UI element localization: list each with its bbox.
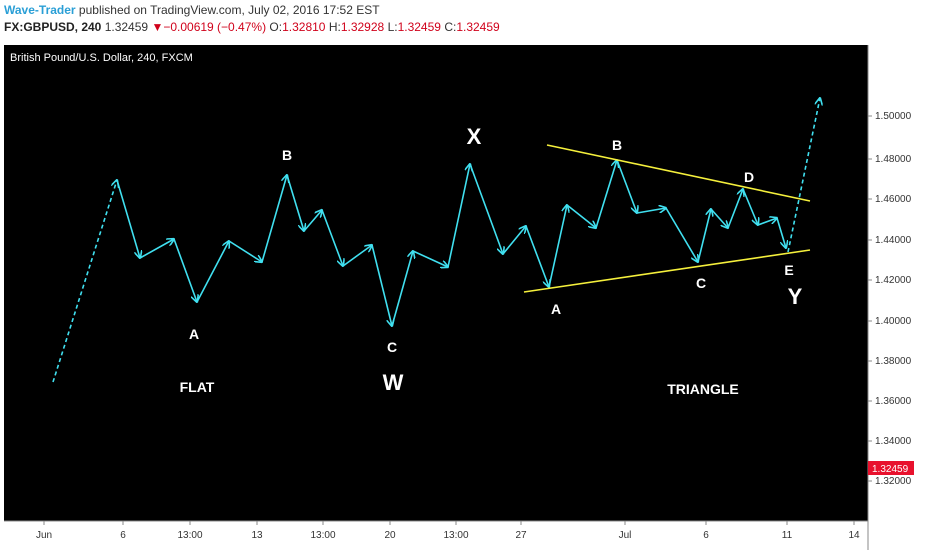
open-value: 1.32810 xyxy=(282,20,326,34)
x-tick-label: 14 xyxy=(848,530,860,541)
wave-segment xyxy=(548,205,567,288)
wave-label-c-triangle: C xyxy=(696,275,706,291)
wave-segment xyxy=(697,209,711,263)
wave-segment xyxy=(776,217,786,248)
current-price-tag xyxy=(868,461,914,475)
wave-segment xyxy=(196,241,229,303)
wave-segment xyxy=(391,251,413,327)
plot-background xyxy=(4,45,868,521)
triangle-lower-trendline xyxy=(523,249,811,293)
wave-path xyxy=(116,159,786,327)
high-value: 1.32928 xyxy=(340,20,385,34)
wave-label-d-triangle: D xyxy=(744,169,754,185)
x-axis-ticks: Jun 6 13:00 13 13:00 20 13:00 27 Jul 6 11 14 xyxy=(36,521,860,541)
wave-segment xyxy=(116,179,140,258)
wave-label-y: Y xyxy=(788,284,803,309)
wave-segment xyxy=(469,163,503,254)
wave-segment xyxy=(710,208,728,228)
wave-segment xyxy=(616,159,637,213)
wave-label-b-triangle: B xyxy=(612,137,622,153)
high-label: H: xyxy=(328,20,341,34)
wave-label-a-flat: A xyxy=(189,326,199,342)
wave-label-b-flat: B xyxy=(282,147,292,163)
wave-segment xyxy=(342,245,372,267)
x-tick-label: 20 xyxy=(384,530,396,541)
low-label: L: xyxy=(387,20,398,34)
chart-area[interactable]: British Pound/U.S. Dollar, 240, FXCM 1.5… xyxy=(0,40,932,550)
low-value: 1.32459 xyxy=(397,20,441,34)
wave-segment xyxy=(228,240,262,262)
wave-segment xyxy=(727,189,743,229)
x-tick-label: 11 xyxy=(782,530,793,541)
y-tick-label: 1.44000 xyxy=(875,235,912,246)
wave-segment xyxy=(447,164,470,268)
y-tick-label: 1.46000 xyxy=(875,194,912,205)
symbol-quote: FX:GBPUSD, 240 1.32459 ▼−0.00619 (−0.47%… xyxy=(4,20,500,34)
wave-segment xyxy=(412,250,448,267)
triangle-upper-trendline xyxy=(546,144,811,202)
x-tick-label: 13:00 xyxy=(310,530,335,541)
x-tick-label: 6 xyxy=(120,530,126,541)
current-price-label: 1.32459 xyxy=(872,464,909,475)
wave-segment xyxy=(321,209,343,266)
close-value: 1.32459 xyxy=(456,20,500,34)
price-change: −0.00619 (−0.47%) xyxy=(163,20,267,34)
y-tick-label: 1.48000 xyxy=(875,154,912,165)
y-tick-label: 1.34000 xyxy=(875,436,912,447)
down-arrow-icon: ▼ xyxy=(151,20,164,34)
x-tick-label: 13:00 xyxy=(443,530,468,541)
y-tick-label: 1.40000 xyxy=(875,316,912,327)
wave-label-c-flat: C xyxy=(387,339,397,355)
symbol-label[interactable]: FX:GBPUSD, 240 xyxy=(4,20,102,34)
wave-segment xyxy=(566,204,596,228)
publish-info: Wave-Trader published on TradingView.com… xyxy=(4,3,380,17)
wave-segment xyxy=(636,208,666,214)
wave-segment xyxy=(665,207,698,262)
wave-label-a-triangle: A xyxy=(551,301,561,317)
wave-label-x: X xyxy=(467,124,482,149)
last-price: 1.32459 xyxy=(104,20,149,34)
chart-title: British Pound/U.S. Dollar, 240, FXCM xyxy=(10,52,193,64)
y-tick-label: 1.50000 xyxy=(875,111,912,122)
author-link[interactable]: Wave-Trader xyxy=(4,3,76,17)
wave-segment xyxy=(525,225,549,287)
price-chart[interactable]: British Pound/U.S. Dollar, 240, FXCM 1.5… xyxy=(0,40,932,550)
x-tick-label: 13:00 xyxy=(177,530,202,541)
y-tick-label: 1.42000 xyxy=(875,275,912,286)
x-tick-label: 13 xyxy=(251,530,263,541)
x-tick-label: Jun xyxy=(36,530,52,541)
dashed-impulse-start xyxy=(52,180,117,383)
wave-segment xyxy=(502,226,526,255)
annotation-flat: FLAT xyxy=(180,379,215,395)
wave-segment xyxy=(757,218,777,226)
dashed-impulse-end xyxy=(787,98,820,253)
x-tick-label: Jul xyxy=(619,530,632,541)
close-label: C: xyxy=(444,20,457,34)
x-tick-label: 6 xyxy=(703,530,709,541)
y-axis-ticks: 1.50000 1.48000 1.46000 1.44000 1.42000 1.400… xyxy=(868,111,912,487)
published-text: published on TradingView.com, July 02, 2… xyxy=(75,3,380,17)
y-tick-label: 1.32000 xyxy=(875,476,912,487)
annotation-triangle: TRIANGLE xyxy=(667,381,739,397)
chart-header: Wave-Trader published on TradingView.com… xyxy=(0,0,932,40)
annotation-w: W xyxy=(383,370,404,395)
wave-segment xyxy=(286,174,304,231)
wave-segment xyxy=(371,244,392,326)
wave-segment xyxy=(261,175,287,263)
wave-segment xyxy=(595,160,617,229)
wave-segment xyxy=(303,210,322,232)
wave-segment xyxy=(139,239,174,259)
open-label: O: xyxy=(269,20,283,34)
wave-segment xyxy=(742,188,758,225)
wave-segment xyxy=(173,238,197,302)
y-tick-label: 1.38000 xyxy=(875,356,912,367)
y-tick-label: 1.36000 xyxy=(875,396,912,407)
wave-label-e-triangle: E xyxy=(784,262,793,278)
x-tick-label: 27 xyxy=(515,530,527,541)
